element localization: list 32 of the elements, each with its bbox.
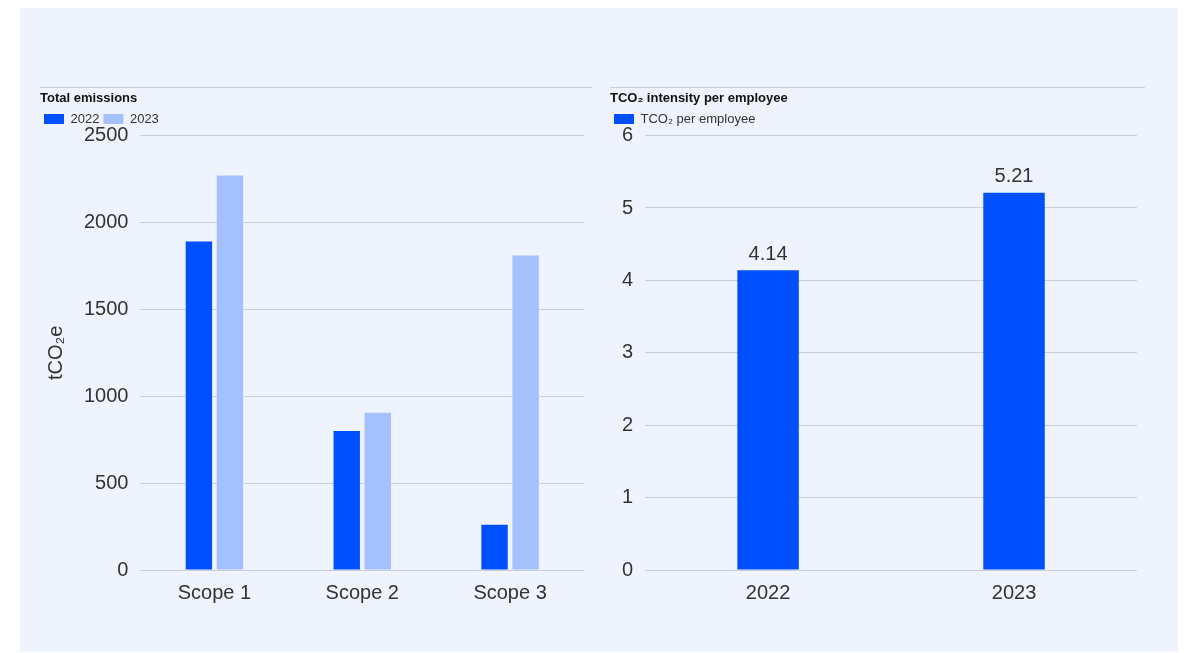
legend-label: 2023 (129, 110, 159, 126)
y-tick-label: 2000 (83, 210, 129, 232)
bar (364, 412, 391, 570)
chart-title: Total emissions (40, 90, 138, 106)
data-label: 5.21 (994, 164, 1034, 187)
bar (512, 255, 539, 570)
x-tick-label: 2022 (745, 580, 791, 603)
bar (216, 175, 244, 570)
y-tick-label: 2500 (83, 123, 129, 146)
y-tick-label: 2 (622, 412, 634, 435)
y-tick-label: 500 (95, 470, 129, 493)
y-tick-label: 6 (622, 123, 634, 146)
legend-label: TCO₂ per employee (640, 110, 756, 126)
y-tick-label: 1000 (83, 383, 129, 406)
y-tick-label: 5 (622, 195, 634, 218)
x-tick-label: Scope 3 (473, 580, 547, 603)
bar (333, 430, 360, 570)
data-label: 4.14 (748, 241, 788, 264)
y-tick-label: 3 (622, 340, 634, 363)
bar (481, 524, 508, 570)
chart-title: TCO₂ intensity per employee (610, 90, 788, 106)
y-tick-label: 1500 (83, 296, 129, 319)
x-tick-label: Scope 1 (177, 580, 252, 603)
y-tick-label: 4 (622, 267, 634, 290)
y-tick-label: 0 (117, 557, 129, 580)
bar (185, 241, 213, 570)
legend-label: 2022 (70, 110, 100, 126)
x-tick-label: 2023 (991, 580, 1037, 603)
y-tick-label: 1 (622, 485, 634, 508)
y-axis-title: tCO₂e (43, 325, 66, 381)
x-tick-label: Scope 2 (325, 580, 399, 603)
y-tick-label: 0 (622, 557, 634, 580)
